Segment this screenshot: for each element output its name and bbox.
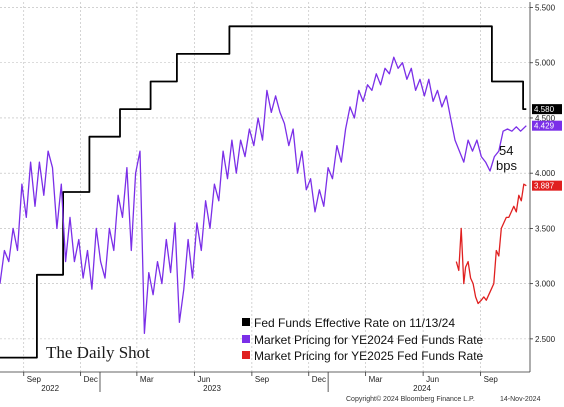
y-tick-label: 3.000 bbox=[535, 280, 556, 289]
legend-swatch-ye2024 bbox=[242, 335, 250, 343]
last-value-label: 4.429 bbox=[534, 122, 555, 131]
copyright-text: Copyright© 2024 Bloomberg Finance L.P. bbox=[346, 395, 475, 403]
brand-logo: The Daily Shot bbox=[46, 343, 150, 362]
legend-swatch-ye2025 bbox=[242, 351, 250, 359]
x-year-label: 2024 bbox=[413, 384, 431, 393]
badge-layer: 4.580 4.429 3.887 bbox=[532, 104, 562, 191]
x-year-label: 2023 bbox=[203, 384, 221, 393]
ye2024-pricing-line bbox=[0, 56, 527, 334]
legend-label-fed-funds: Fed Funds Effective Rate on 11/13/24 bbox=[254, 316, 455, 330]
x-tick-label: Sep bbox=[484, 375, 499, 384]
x-tick-label: Mar bbox=[369, 375, 383, 384]
legend-label-ye2025: Market Pricing for YE2025 Fed Funds Rate bbox=[254, 349, 484, 363]
x-tick-label: Sep bbox=[255, 375, 270, 384]
y-tick-label: 3.500 bbox=[535, 224, 556, 233]
date-stamp: 14-Nov-2024 bbox=[500, 396, 541, 403]
y-tick-label: 5.500 bbox=[535, 4, 556, 13]
y-tick-label: 5.000 bbox=[535, 59, 556, 68]
x-tick-label: Jun bbox=[426, 375, 439, 384]
y-tick-label: 4.500 bbox=[535, 114, 556, 123]
legend-swatch-fed-funds bbox=[242, 318, 250, 326]
last-value-label: 3.887 bbox=[534, 182, 555, 191]
annotation-unit: bps bbox=[496, 158, 517, 173]
y-tick-label: 4.000 bbox=[535, 169, 556, 178]
ye2025-pricing-line bbox=[455, 183, 527, 305]
fed-funds-line bbox=[0, 25, 527, 359]
bps-annotation: 54 bps bbox=[496, 143, 517, 173]
x-tick-label: Sep bbox=[27, 375, 42, 384]
y-tick-label: 2.500 bbox=[535, 335, 556, 344]
x-tick-label: Dec bbox=[84, 375, 98, 384]
last-value-label: 4.580 bbox=[534, 105, 555, 114]
x-tick-label: Mar bbox=[140, 375, 154, 384]
x-tick-label: Jun bbox=[197, 375, 210, 384]
legend: Fed Funds Effective Rate on 11/13/24 Mar… bbox=[242, 316, 484, 363]
last-value-badge bbox=[532, 180, 562, 191]
grid-layer bbox=[0, 2, 530, 372]
legend-label-ye2024: Market Pricing for YE2024 Fed Funds Rate bbox=[254, 333, 484, 347]
last-value-badge bbox=[532, 120, 562, 131]
x-tick-label: Dec bbox=[312, 375, 326, 384]
x-year-label: 2022 bbox=[41, 384, 59, 393]
axis-layer: 2.500 3.000 3.500 4.000 4.500 5.000 5.500 Sep De… bbox=[0, 2, 556, 393]
last-value-badge bbox=[532, 104, 562, 115]
series-layer bbox=[0, 25, 527, 359]
annotation-value: 54 bbox=[499, 143, 513, 158]
